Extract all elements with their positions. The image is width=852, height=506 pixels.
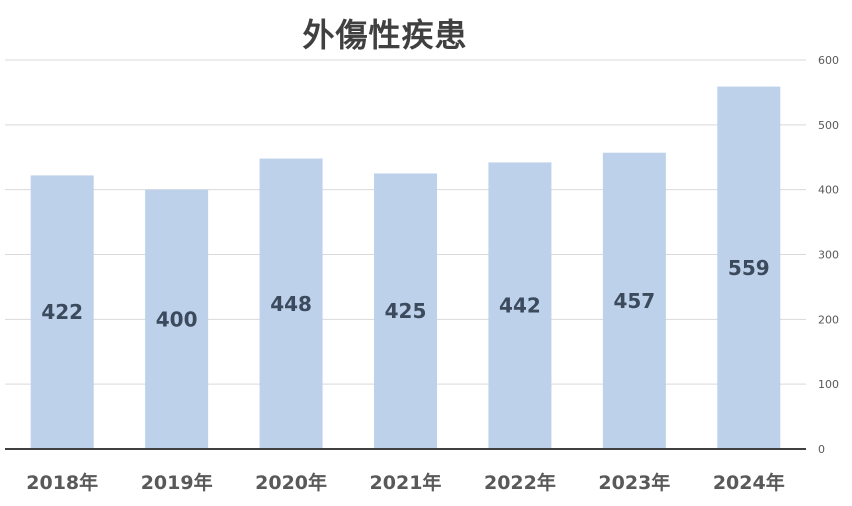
y-tick-label: 300: [818, 249, 839, 262]
data-label: 559: [728, 256, 770, 280]
x-axis-ticks: 2018年 2019年 2020年 2021年 2022年 2023年 2024年: [26, 471, 784, 494]
data-label: 422: [41, 300, 83, 324]
bar: [145, 189, 209, 449]
bar: [488, 162, 552, 450]
x-tick-label: 2018年: [26, 471, 98, 494]
y-axis-ticks: 0 100 200 300 400 500 600: [818, 54, 839, 456]
data-label: 442: [499, 294, 541, 318]
y-tick-label: 100: [818, 378, 839, 391]
data-label: 457: [613, 289, 655, 313]
x-tick-label: 2024年: [713, 471, 785, 494]
chart-title: 外傷性疾患: [302, 16, 468, 54]
bar: [30, 175, 94, 450]
y-tick-label: 400: [818, 184, 839, 197]
data-labels: 422 400 448 425 442 457 559: [41, 256, 769, 332]
x-tick-label: 2023年: [598, 471, 670, 494]
bar: [259, 158, 323, 449]
bars: [30, 86, 781, 450]
y-tick-label: 500: [818, 119, 839, 132]
bar: [374, 173, 437, 450]
bar: [717, 86, 781, 449]
bar: [602, 152, 666, 449]
y-tick-label: 200: [818, 313, 839, 326]
data-label: 400: [156, 307, 198, 331]
data-label: 425: [385, 299, 427, 323]
x-tick-label: 2019年: [141, 471, 213, 494]
y-tick-label: 0: [818, 443, 825, 456]
data-label: 448: [270, 292, 312, 316]
y-tick-label: 600: [818, 54, 839, 67]
x-tick-label: 2021年: [370, 471, 442, 494]
x-tick-label: 2022年: [484, 471, 556, 494]
x-tick-label: 2020年: [255, 471, 327, 494]
